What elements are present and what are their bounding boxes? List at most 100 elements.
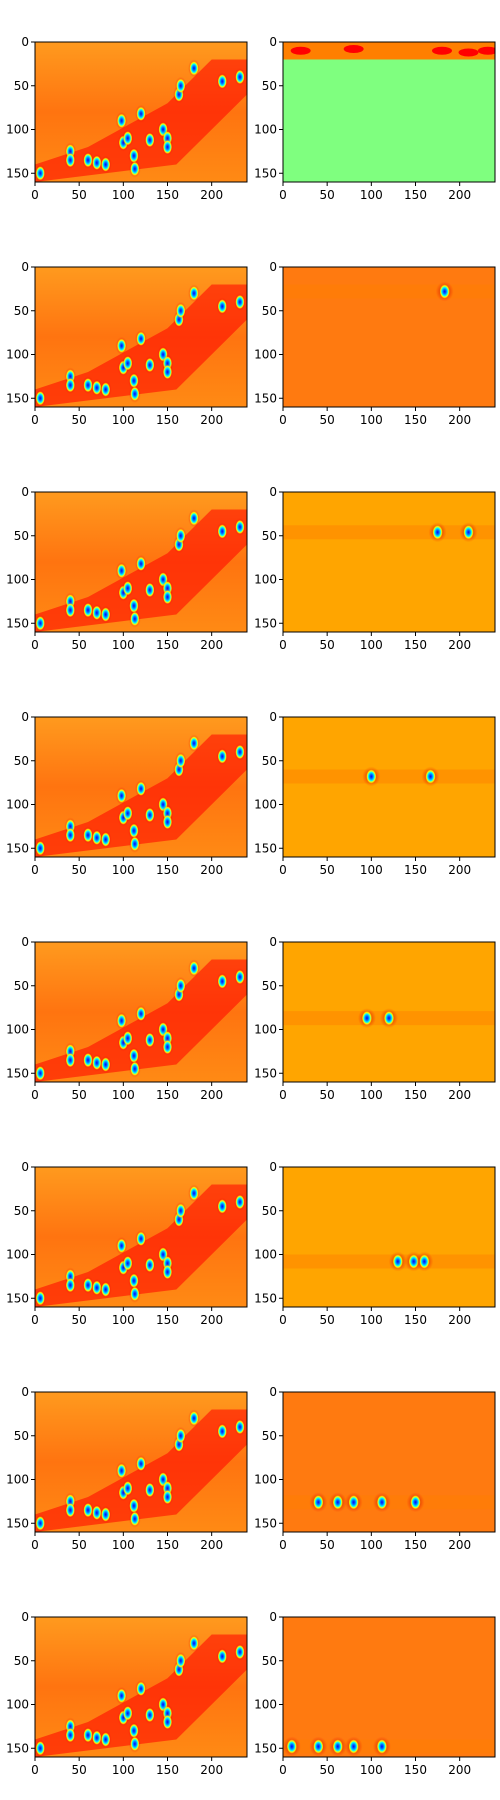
blob [348,1739,359,1754]
x-tick-label: 50 [72,638,87,652]
blob [145,1708,155,1722]
x-tick-label: 100 [360,188,383,202]
blob [176,303,186,318]
blob [123,1256,133,1271]
blob [189,961,199,976]
blob [101,1507,111,1522]
panel-frame [282,1616,496,1758]
y-tick-label: 50 [262,304,277,318]
strip-spot [343,45,364,53]
blob [235,70,245,84]
blob [65,603,75,618]
blob [217,974,227,989]
x-tick-label: 50 [72,863,87,877]
blob [65,1278,75,1293]
panel-image [283,1392,495,1532]
x-tick-label: 200 [200,413,223,427]
y-tick-label: 100 [254,1698,277,1712]
panel-frame [34,41,248,183]
y-tick-label: 100 [254,123,277,137]
y-tick-label: 150 [6,841,29,855]
panel-image [283,1167,495,1307]
y-tick-label: 0 [269,710,277,724]
x-tick-label: 200 [448,1538,471,1552]
blob [189,1411,199,1426]
blob [92,1505,102,1520]
blob [145,1258,155,1272]
x-tick-label: 200 [200,1088,223,1102]
blob [65,378,75,393]
panel-frame [34,1391,248,1533]
y-tick-label: 50 [262,1429,277,1443]
x-tick-label: 200 [448,413,471,427]
y-tick-label: 50 [262,79,277,93]
y-tick-label: 150 [254,1516,277,1530]
x-tick-label: 150 [404,863,427,877]
panel-6-0: 0 50 100 150 200 0 50 100 150 [6,1385,248,1552]
blob [117,1238,127,1253]
panel-frame [282,1166,496,1308]
blob [130,1511,140,1526]
panel-0-1: 0 50 100 150 200 0 50 100 150 [254,35,496,202]
map-background [283,1167,495,1307]
y-tick-label: 100 [254,1248,277,1262]
blob [101,607,111,622]
y-tick-label: 150 [254,1741,277,1755]
blob [83,603,93,618]
y-tick-label: 50 [14,1654,29,1668]
blob [65,153,75,168]
x-tick-label: 150 [156,413,179,427]
x-tick-label: 100 [360,413,383,427]
x-tick-label: 100 [360,1538,383,1552]
x-tick-label: 100 [112,413,135,427]
blob [136,781,146,796]
x-tick-label: 50 [320,1088,335,1102]
blob [163,815,172,829]
blob [129,598,139,613]
x-tick-label: 0 [279,1088,287,1102]
panel-image [35,717,247,857]
top-strip [283,42,495,60]
panel-image [35,267,247,407]
x-tick-label: 100 [360,1088,383,1102]
y-tick-label: 0 [21,1160,29,1174]
strip-spot [477,46,495,55]
blob [217,524,227,539]
blob [117,788,127,803]
blob [410,1495,421,1510]
feature-band [283,769,495,784]
blob [92,830,102,845]
x-tick-label: 50 [320,1313,335,1327]
y-tick-label: 100 [6,348,29,362]
blob [130,386,140,401]
blob [163,365,172,379]
panel-image [35,492,247,632]
blob [123,356,133,371]
blob [163,1490,172,1504]
x-tick-label: 100 [112,1538,135,1552]
x-tick-label: 100 [360,1763,383,1777]
blob [65,1053,75,1068]
blob [35,1741,45,1756]
y-tick-label: 0 [21,35,29,49]
map-background [283,492,495,632]
y-tick-label: 100 [254,1023,277,1037]
y-tick-label: 50 [14,754,29,768]
blob [117,1013,127,1028]
y-tick-label: 150 [254,1066,277,1080]
blob [117,563,127,578]
x-tick-label: 200 [200,863,223,877]
blob [117,113,127,128]
x-tick-label: 200 [200,638,223,652]
y-tick-label: 100 [254,573,277,587]
blob [384,1011,394,1026]
x-tick-label: 200 [200,188,223,202]
panel-frame [34,266,248,408]
blob [83,1053,93,1068]
blob [65,1503,75,1518]
x-tick-label: 50 [72,1763,87,1777]
blob [83,153,93,168]
blob [235,520,245,534]
blob [176,1653,186,1668]
